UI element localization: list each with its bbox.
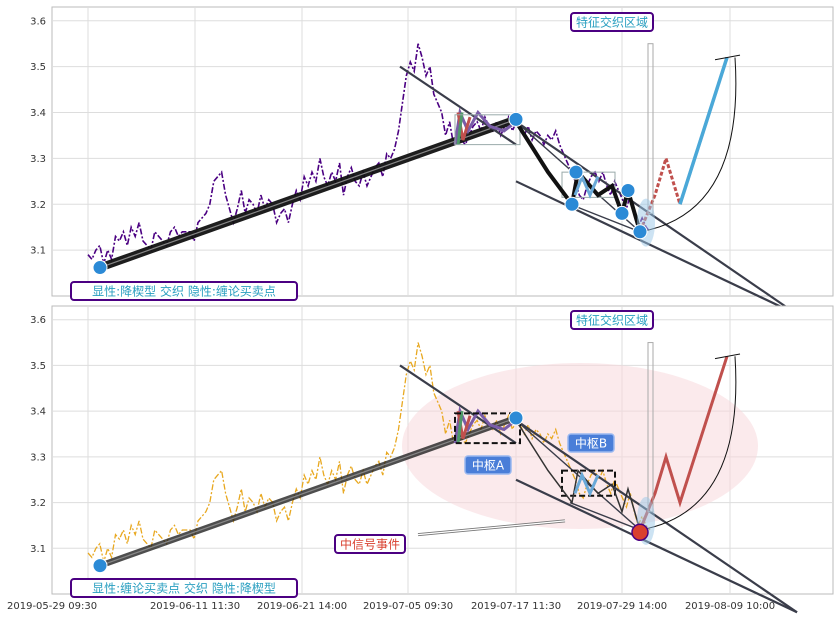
top-pivot-strokes-green [456,112,464,145]
top-projection-arc [639,57,737,233]
annotation-explicit-wedge-frame [70,281,298,301]
xtick-label: 2019-06-11 11:30 [150,601,240,612]
annotation-explicit-wedge-text: 显性:降楔型 交织 隐性:缠论买卖点 [92,284,276,299]
annotation-feature-zone-bottom-frame [570,310,654,330]
top-ytick-label: 3.1 [30,246,46,257]
annotation-feature-zone-top-text: 特征交织区域 [576,15,648,30]
top-plot-area [51,6,834,297]
xtick-label: 2019-05-29 09:30 [7,601,97,612]
xtick-label: 2019-07-17 11:30 [471,601,561,612]
bottom-pivot-box-a [454,412,521,445]
annotation-signal-event: 中信号事件 [334,534,406,554]
bottom-ytick-label: 3.2 [30,498,46,509]
bottom-projection-arc [639,356,737,531]
annotation-feature-zone-bottom-text: 特征交织区域 [576,313,648,328]
top-pivot-point [564,196,580,212]
annotation-explicit-chan-text: 显性:缠论买卖点 交织 隐性:降楔型 [92,581,276,596]
top-pivot-point [632,224,648,240]
annotation-pivot-b-text: 中枢B [575,436,607,451]
xtick-label: 2019-06-21 14:00 [257,601,347,612]
top-ytick-label: 3.5 [30,62,46,73]
top-pivot-point [92,260,108,276]
top-pivot-strokes [453,107,517,145]
top-wedge-line [515,120,798,316]
bottom-wedge-line [515,478,798,614]
bottom-wedge-line [515,419,641,531]
top-ytick-label: 3.3 [30,154,46,165]
bottom-wedge-line [569,501,641,531]
annotation-pivot-a-frame [464,455,512,475]
top-ytick-label: 3.6 [30,16,46,27]
bottom-ytick-label: 3.4 [30,407,46,418]
top-price-series [87,43,651,265]
bottom-pivot-strokes-green [456,410,464,444]
annotation-explicit-wedge: 显性:降楔型 交织 隐性:缠论买卖点 [70,281,298,301]
top-mini-strokes [573,172,600,199]
top-wedge-line [569,203,641,233]
annotation-feature-zone-top-frame [570,12,654,32]
top-pivot-point [614,205,630,221]
top-wedge-line [399,65,517,146]
bottom-ytick-label: 3.5 [30,361,46,372]
annotation-explicit-chan: 显性:缠论买卖点 交织 隐性:降楔型 [70,578,298,598]
top-projection-leg [678,56,729,205]
xtick-label: 2019-08-09 10:00 [685,601,775,612]
top-down-legs [514,120,642,233]
bottom-mini-strokes [573,471,600,498]
annotation-pivot-a-text: 中枢A [472,458,505,473]
top-signal-glow [637,198,655,247]
top-ytick-label: 3.2 [30,200,46,211]
bottom-ytick-label: 3.6 [30,315,46,326]
signal-event-point [631,523,649,542]
bottom-arc-cap [714,353,741,360]
annotation-pivot-a: 中枢A [464,455,512,475]
bottom-pivot-strokes [453,405,517,444]
bottom-down-legs [515,419,641,531]
top-ytick-label: 3.4 [30,108,46,119]
top-pivot-point [568,164,584,180]
annotation-feature-zone-bottom: 特征交织区域 [570,310,654,330]
top-wedge-line [515,180,798,316]
top-pivot-point [620,182,636,198]
bottom-pivot-point [92,558,108,574]
annotation-pivot-b-frame [567,433,615,453]
x-axis: 2019-05-29 09:30 2019-06-11 11:30 2019-06-… [7,601,775,612]
xtick-label: 2019-07-29 14:00 [577,601,667,612]
bottom-trend-core [99,417,517,567]
bottom-pivot-point [508,410,524,426]
signal-event-arrow-inner [417,520,566,536]
bottom-pivot-box-b [561,469,616,497]
annotation-pivot-b: 中枢B [567,433,615,453]
top-pivot-point [508,111,524,127]
bottom-ytick-label: 3.1 [30,544,46,555]
top-arc-cap [714,54,741,61]
top-trend-core [99,118,517,269]
bottom-wedge-line [515,419,798,614]
annotation-explicit-chan-frame [70,578,298,598]
xtick-label: 2019-07-05 09:30 [363,601,453,612]
bottom-wedge-line [399,364,517,445]
bottom-price-series [87,342,651,563]
bottom-ytick-label: 3.3 [30,452,46,463]
annotation-feature-zone-top: 特征交织区域 [570,12,654,32]
top-pivot-box-b [561,171,616,198]
annotation-signal-event-frame [334,534,406,554]
annotation-signal-event-text: 中信号事件 [340,537,400,552]
